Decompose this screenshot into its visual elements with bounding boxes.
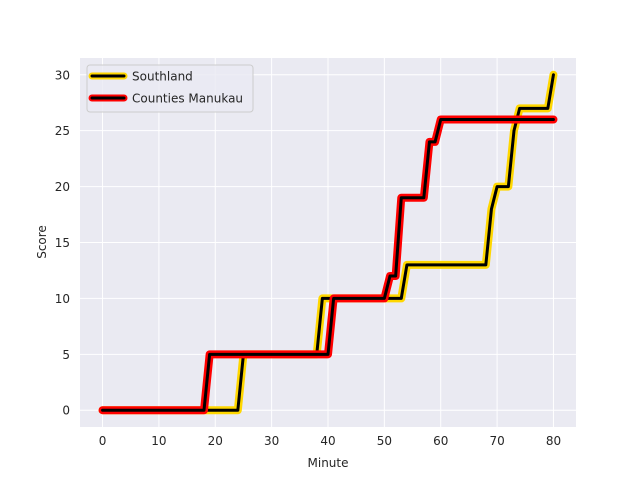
x-tick-label: 80 bbox=[546, 434, 561, 448]
y-tick-label: 10 bbox=[55, 292, 70, 306]
series-line-counties-manukau bbox=[101, 118, 555, 412]
x-tick-label: 0 bbox=[99, 434, 107, 448]
legend: Southland Counties Manukau bbox=[86, 64, 254, 113]
x-tick-label: 20 bbox=[208, 434, 223, 448]
y-tick-label: 0 bbox=[62, 404, 70, 418]
y-tick-label: 30 bbox=[55, 68, 70, 82]
x-tick-label: 10 bbox=[151, 434, 166, 448]
x-tick-labels: 0 10 20 30 40 50 60 70 80 bbox=[99, 434, 561, 448]
y-axis-label: Score bbox=[35, 225, 49, 259]
series-lines bbox=[98, 70, 558, 415]
x-tick-label: 70 bbox=[489, 434, 504, 448]
legend-box bbox=[86, 64, 254, 113]
y-tick-label: 15 bbox=[55, 236, 70, 250]
y-tick-label: 5 bbox=[62, 348, 70, 362]
y-tick-label: 20 bbox=[55, 180, 70, 194]
x-tick-label: 30 bbox=[264, 434, 279, 448]
x-axis-label: Minute bbox=[308, 456, 349, 470]
x-tick-label: 60 bbox=[433, 434, 448, 448]
y-tick-label: 25 bbox=[55, 124, 70, 138]
x-tick-label: 50 bbox=[377, 434, 392, 448]
y-tick-labels: 0 5 10 15 20 25 30 bbox=[55, 68, 70, 417]
legend-label-southland: Southland bbox=[132, 70, 193, 84]
x-tick-label: 40 bbox=[320, 434, 335, 448]
legend-label-counties-manukau: Counties Manukau bbox=[132, 92, 243, 106]
